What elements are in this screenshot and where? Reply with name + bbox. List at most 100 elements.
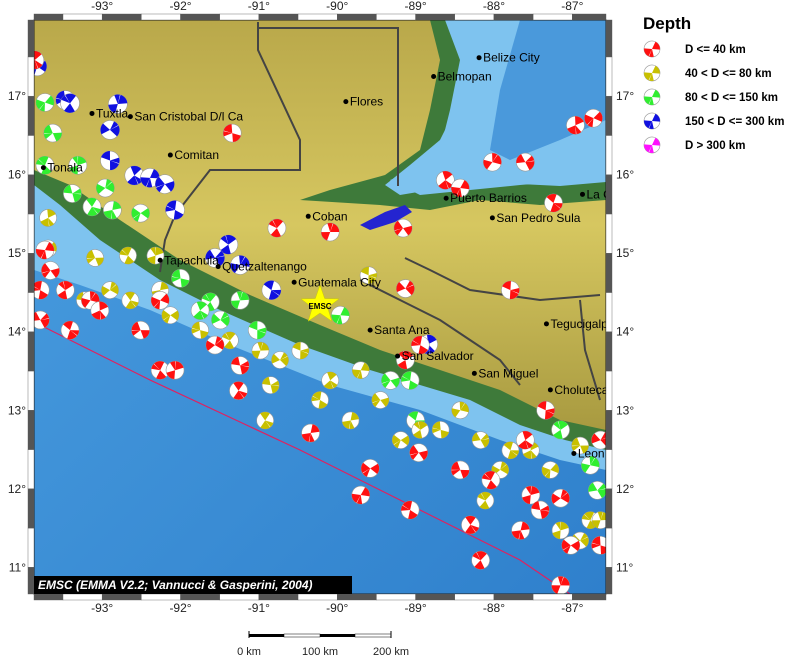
focal-mechanism-beachball[interactable]	[540, 460, 560, 480]
focal-mechanism-beachball[interactable]	[589, 508, 613, 532]
focal-mechanism-beachball[interactable]	[448, 176, 472, 200]
focal-mechanism-beachball[interactable]	[249, 339, 273, 363]
focal-mechanism-beachball[interactable]	[549, 418, 572, 441]
focal-mechanism-beachball[interactable]	[28, 308, 52, 332]
focal-mechanism-beachball[interactable]	[95, 178, 115, 198]
focal-mechanism-beachball[interactable]	[514, 429, 536, 451]
focal-mechanism-beachball[interactable]	[588, 533, 613, 558]
focal-mechanism-beachball[interactable]	[498, 278, 523, 303]
focal-mechanism-beachball[interactable]	[227, 353, 252, 378]
focal-mechanism-beachball[interactable]	[476, 491, 495, 510]
focal-mechanism-beachball[interactable]	[101, 281, 120, 300]
focal-mechanism-beachball[interactable]	[150, 360, 170, 380]
focal-mechanism-beachball[interactable]	[398, 368, 422, 392]
focal-mechanism-beachball[interactable]	[34, 91, 56, 113]
focal-mechanism-beachball[interactable]	[210, 310, 231, 331]
focal-mechanism-beachball[interactable]	[40, 121, 65, 146]
focal-mechanism-beachball[interactable]	[227, 288, 252, 313]
legend-beachball-icon[interactable]	[641, 62, 663, 84]
focal-mechanism-beachball[interactable]	[549, 518, 573, 542]
focal-mechanism-beachball[interactable]	[320, 370, 341, 391]
focal-mechanism-beachball[interactable]	[131, 203, 150, 223]
focal-mechanism-beachball[interactable]	[289, 339, 313, 363]
focal-mechanism-beachball[interactable]	[309, 389, 332, 412]
focal-mechanism-beachball[interactable]	[267, 218, 287, 238]
focal-mechanism-beachball[interactable]	[221, 331, 240, 350]
focal-mechanism-beachball[interactable]	[579, 454, 602, 477]
focal-mechanism-beachball[interactable]	[60, 181, 85, 206]
focal-mechanism-beachball[interactable]	[153, 172, 177, 196]
focal-mechanism-beachball[interactable]	[508, 518, 533, 543]
focal-mechanism-beachball[interactable]	[162, 358, 187, 383]
focal-mechanism-beachball[interactable]	[216, 232, 240, 256]
legend-beachball-icon[interactable]	[641, 38, 663, 60]
focal-mechanism-beachball[interactable]	[395, 278, 416, 299]
focal-mechanism-beachball[interactable]	[481, 470, 501, 490]
focal-mechanism-beachball[interactable]	[121, 291, 140, 310]
focal-mechanism-beachball[interactable]	[87, 298, 112, 323]
focal-mechanism-beachball[interactable]	[65, 153, 90, 178]
focal-mechanism-beachball[interactable]	[270, 350, 290, 370]
focal-mechanism-beachball[interactable]	[448, 457, 473, 482]
focal-mechanism-beachball[interactable]	[256, 411, 274, 430]
focal-mechanism-beachball[interactable]	[202, 245, 227, 270]
focal-mechanism-beachball[interactable]	[37, 206, 60, 229]
focal-mechanism-beachball[interactable]	[60, 93, 80, 114]
focal-mechanism-beachball[interactable]	[220, 120, 245, 145]
focal-mechanism-beachball[interactable]	[168, 266, 193, 291]
focal-mechanism-beachball[interactable]	[513, 150, 537, 174]
focal-mechanism-beachball[interactable]	[449, 399, 471, 421]
focal-mechanism-beachball[interactable]	[357, 263, 380, 286]
focal-mechanism-beachball[interactable]	[518, 482, 543, 507]
focal-mechanism-beachball[interactable]	[100, 197, 125, 222]
focal-mechanism-beachball[interactable]	[583, 108, 604, 129]
focal-mechanism-beachball[interactable]	[461, 515, 480, 535]
legend-beachball-icon[interactable]	[641, 134, 663, 156]
focal-mechanism-beachball[interactable]	[563, 113, 588, 138]
focal-mechanism-beachball[interactable]	[229, 381, 248, 400]
focal-mechanism-beachball[interactable]	[118, 246, 138, 266]
focal-mechanism-beachball[interactable]	[392, 217, 415, 240]
focal-mechanism-beachball[interactable]	[328, 303, 353, 328]
focal-mechanism-beachball[interactable]	[318, 219, 343, 244]
focal-mechanism-beachball[interactable]	[97, 147, 123, 173]
focal-mechanism-beachball[interactable]	[407, 441, 430, 464]
focal-mechanism-beachball[interactable]	[590, 429, 612, 451]
focal-mechanism-beachball[interactable]	[470, 550, 491, 571]
focal-mechanism-beachball[interactable]	[360, 459, 380, 478]
focal-mechanism-beachball[interactable]	[99, 119, 120, 140]
legend-beachball-icon[interactable]	[641, 110, 663, 132]
focal-mechanism-beachball[interactable]	[500, 440, 521, 461]
focal-mechanism-beachball[interactable]	[409, 419, 431, 441]
focal-mechanism-beachball[interactable]	[434, 169, 456, 191]
focal-mechanism-beachball[interactable]	[54, 278, 78, 302]
focal-mechanism-beachball[interactable]	[104, 91, 131, 118]
focal-mechanism-beachball[interactable]	[408, 333, 432, 357]
focal-mechanism-beachball[interactable]	[82, 197, 102, 217]
focal-mechanism-beachball[interactable]	[349, 483, 373, 507]
focal-mechanism-beachball[interactable]	[245, 318, 270, 343]
focal-mechanism-beachball[interactable]	[39, 259, 62, 282]
focal-mechanism-beachball[interactable]	[34, 155, 55, 176]
focal-mechanism-beachball[interactable]	[259, 373, 283, 397]
focal-mechanism-beachball[interactable]	[59, 319, 81, 341]
focal-mechanism-beachball[interactable]	[339, 408, 363, 432]
focal-mechanism-beachball[interactable]	[189, 300, 211, 322]
focal-mechanism-beachball[interactable]	[561, 536, 581, 556]
focal-mechanism-beachball[interactable]	[162, 197, 188, 223]
focal-mechanism-beachball[interactable]	[469, 429, 492, 452]
focal-mechanism-beachball[interactable]	[83, 246, 107, 270]
focal-mechanism-beachball[interactable]	[149, 290, 170, 311]
focal-mechanism-beachball[interactable]	[481, 151, 504, 174]
focal-mechanism-beachball[interactable]	[24, 49, 46, 71]
focal-mechanism-beachball[interactable]	[379, 369, 401, 391]
focal-mechanism-beachball[interactable]	[33, 238, 57, 262]
focal-mechanism-beachball[interactable]	[205, 335, 225, 355]
focal-mechanism-beachball[interactable]	[161, 306, 180, 325]
epicenter-star[interactable]: EMSC	[300, 284, 340, 322]
focal-mechanism-beachball[interactable]	[137, 165, 163, 191]
focal-mechanism-beachball[interactable]	[527, 497, 552, 522]
focal-mechanism-beachball[interactable]	[551, 488, 570, 508]
focal-mechanism-beachball[interactable]	[298, 420, 323, 445]
focal-mechanism-beachball[interactable]	[128, 318, 153, 343]
